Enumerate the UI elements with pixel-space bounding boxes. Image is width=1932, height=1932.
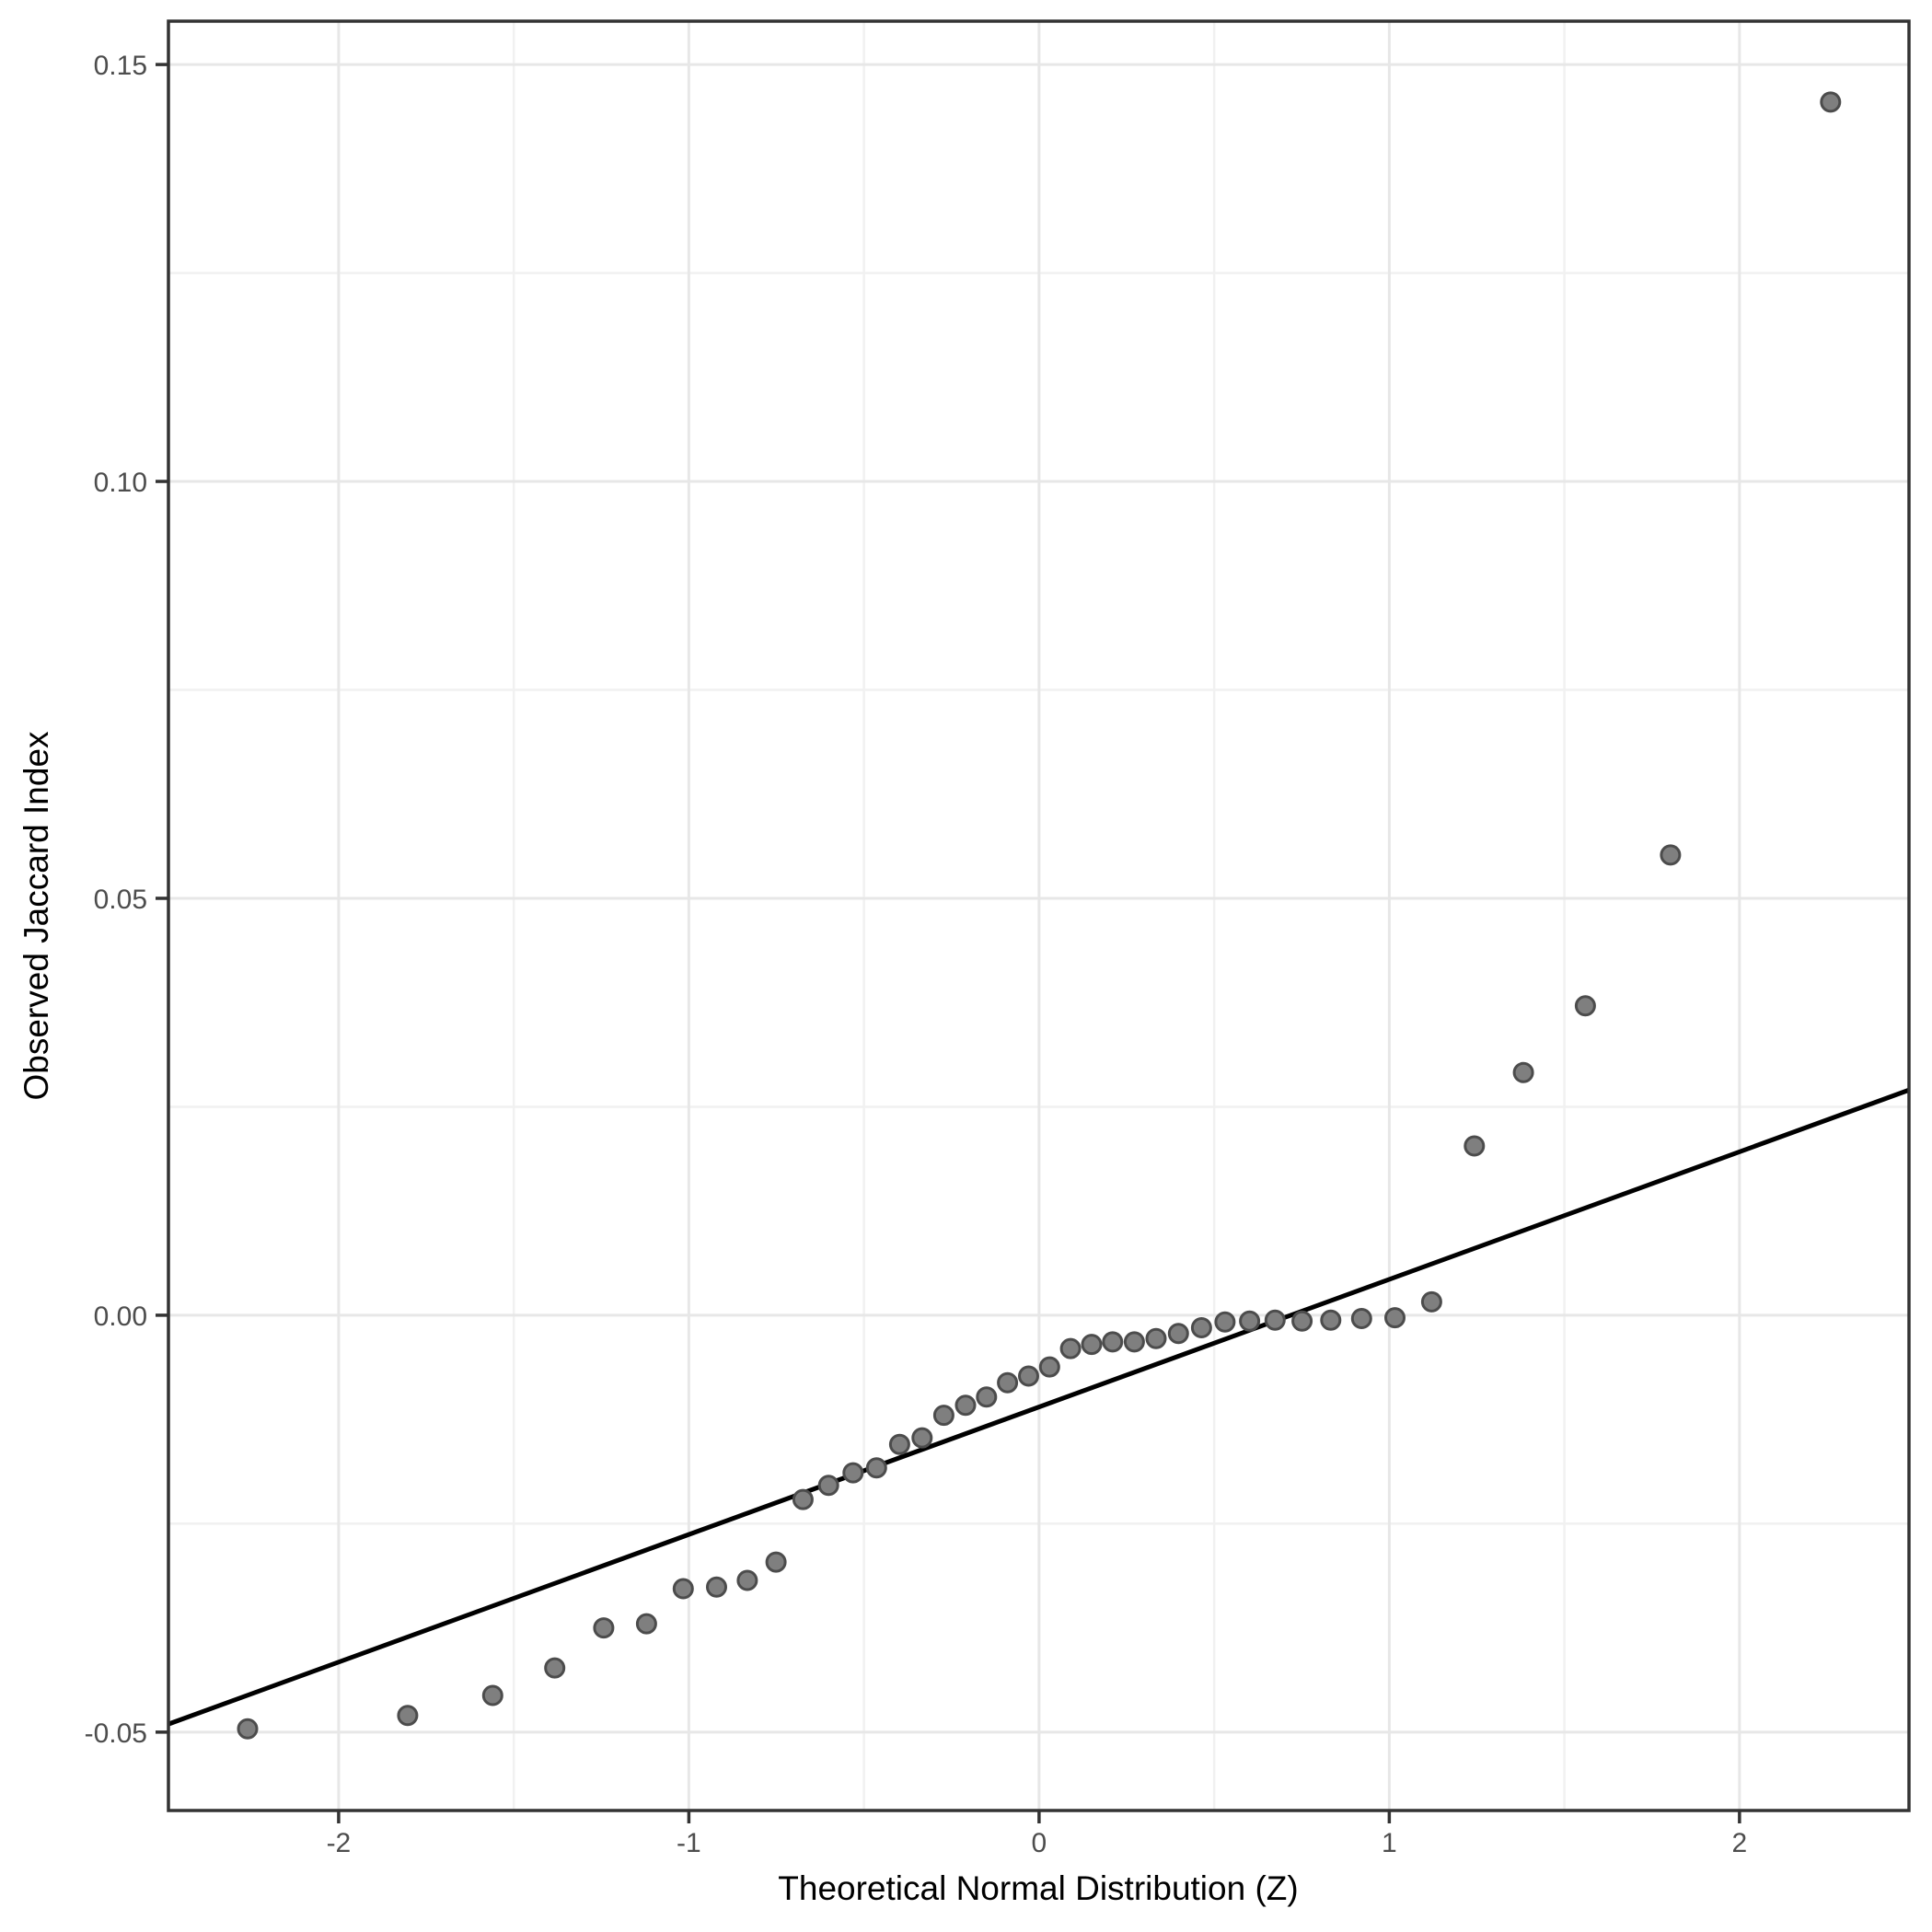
qq-point [544,1657,566,1679]
qq-point [1190,1317,1212,1338]
qq-point [954,1394,977,1417]
qq-point [736,1569,758,1591]
qq-point [1574,995,1596,1017]
qq-point [1123,1331,1145,1353]
qq-point [1038,1356,1060,1378]
y-axis-tick-label: 0.15 [94,51,147,81]
qq-point [997,1371,1019,1394]
reference-line [168,1087,1910,1727]
y-axis-tick-label: -0.05 [85,1718,147,1749]
qq-point [1291,1310,1313,1332]
reference-line-layer [168,1087,1910,1727]
axis-tick-labels: -2 -1 0 1 2 0.15 0.10 0.05 0.00 -0.05 [85,51,1748,1858]
qq-point [481,1684,503,1706]
qq-point [1463,1135,1486,1157]
qq-point [1350,1308,1372,1329]
qq-point [817,1475,839,1497]
qq-point [1059,1337,1082,1359]
x-axis-title: Theoretical Normal Distribution (Z) [778,1869,1298,1907]
y-axis-title: Observed Jaccard Index [17,731,55,1101]
qq-point [672,1578,694,1600]
qq-point [397,1705,419,1727]
qq-point [1820,91,1842,113]
qq-point [1167,1323,1189,1345]
qq-point [1018,1365,1039,1387]
qq-point [1239,1310,1261,1332]
qq-point [932,1405,954,1427]
qq-point [706,1576,727,1598]
qq-point [888,1433,910,1455]
qq-point [1512,1061,1534,1083]
qq-point [865,1457,887,1479]
qq-point [1660,844,1682,866]
qq-point [593,1617,615,1639]
qq-point [1081,1334,1103,1356]
axis-tick-marks [156,63,1741,1823]
x-axis-tick-label: -1 [677,1828,701,1858]
qq-point [1320,1309,1342,1331]
qq-point [1420,1290,1442,1313]
qq-point [237,1718,259,1740]
data-points-layer [237,91,1842,1740]
y-axis-tick-label: 0.05 [94,885,147,915]
x-axis-tick-label: 1 [1382,1828,1397,1858]
qq-point [911,1427,933,1449]
y-axis-tick-label: 0.00 [94,1301,147,1332]
x-axis-tick-label: 0 [1032,1828,1047,1858]
qq-point [842,1462,864,1484]
qq-point [976,1386,998,1408]
qq-point [765,1551,787,1573]
qq-point [1214,1311,1236,1333]
y-axis-tick-label: 0.10 [94,468,147,498]
x-axis-tick-label: -2 [327,1828,352,1858]
qq-point [1102,1331,1124,1353]
qq-point [1145,1327,1167,1349]
qq-point [1264,1309,1286,1331]
x-axis-tick-label: 2 [1732,1828,1748,1858]
qq-point [1384,1307,1406,1329]
qq-point [792,1488,814,1510]
qq-point [635,1613,657,1635]
grid-major [168,21,1909,1811]
